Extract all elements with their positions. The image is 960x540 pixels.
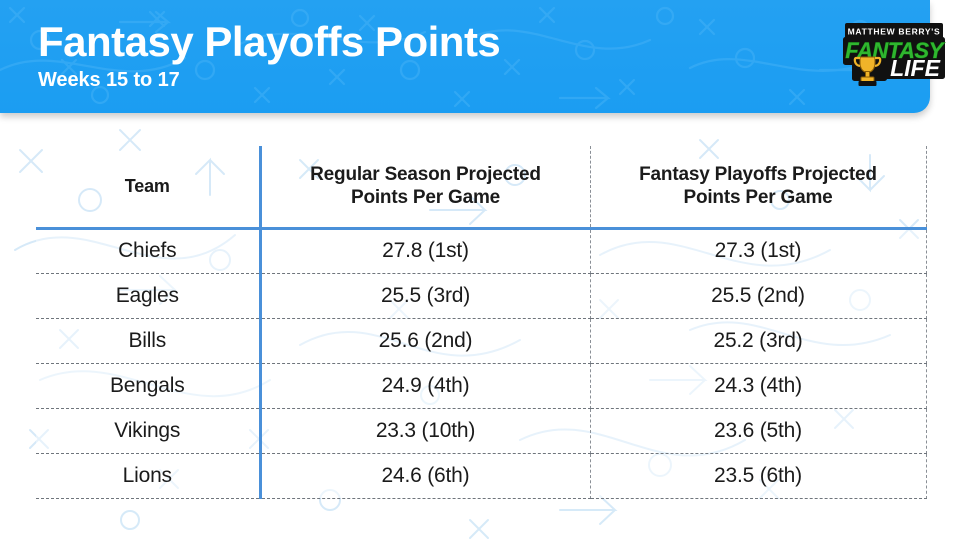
cell-team: Vikings	[36, 408, 262, 454]
column-header-playoffs-line2: Points Per Game	[683, 187, 833, 209]
cell-regular: 24.6 (6th)	[260, 453, 591, 499]
cell-regular: 25.5 (3rd)	[260, 273, 591, 319]
cell-playoffs: 23.6 (5th)	[590, 408, 927, 454]
cell-playoffs: 25.5 (2nd)	[590, 273, 927, 319]
header-banner: Fantasy Playoffs Points Weeks 15 to 17	[0, 0, 930, 113]
cell-playoffs: 24.3 (4th)	[590, 363, 927, 409]
cell-regular: 24.9 (4th)	[260, 363, 591, 409]
cell-playoffs: 23.5 (6th)	[590, 453, 927, 499]
table-row: Lions 24.6 (6th) 23.5 (6th)	[36, 453, 927, 499]
logo-line-matthew-berrys: MATTHEW BERRY'S	[848, 27, 941, 37]
column-header-team-label: Team	[124, 175, 170, 196]
table-row: Bengals 24.9 (4th) 24.3 (4th)	[36, 363, 927, 409]
page-subtitle: Weeks 15 to 17	[38, 69, 180, 91]
page-title: Fantasy Playoffs Points	[38, 18, 501, 65]
table-header-row: Team Regular Season Projected Points Per…	[36, 146, 927, 230]
cell-playoffs: 27.3 (1st)	[590, 228, 927, 274]
table-row: Chiefs 27.8 (1st) 27.3 (1st)	[36, 228, 927, 274]
cell-playoffs: 25.2 (3rd)	[590, 318, 927, 364]
cell-team: Chiefs	[36, 228, 262, 274]
column-header-regular-season: Regular Season Projected Points Per Game	[260, 146, 591, 230]
cell-regular: 23.3 (10th)	[260, 408, 591, 454]
fantasy-life-logo[interactable]: MATTHEW BERRY'S FANTASY LIFE	[842, 18, 946, 92]
logo-line-life: LIFE	[890, 55, 940, 81]
column-header-team: Team	[36, 146, 262, 230]
table-body: Chiefs 27.8 (1st) 27.3 (1st) Eagles 25.5…	[36, 228, 927, 499]
table-row: Bills 25.6 (2nd) 25.2 (3rd)	[36, 318, 927, 364]
column-header-playoffs: Fantasy Playoffs Projected Points Per Ga…	[590, 146, 927, 230]
cell-team: Bills	[36, 318, 262, 364]
cell-team: Eagles	[36, 273, 262, 319]
points-table-wrap: Team Regular Season Projected Points Per…	[36, 146, 927, 499]
header-text-block: Fantasy Playoffs Points Weeks 15 to 17	[38, 17, 501, 92]
cell-regular: 27.8 (1st)	[260, 228, 591, 274]
table-head: Team Regular Season Projected Points Per…	[36, 146, 927, 230]
points-table: Team Regular Season Projected Points Per…	[36, 146, 927, 499]
table-row: Vikings 23.3 (10th) 23.6 (5th)	[36, 408, 927, 454]
cell-regular: 25.6 (2nd)	[260, 318, 591, 364]
column-header-regular-line1: Regular Season Projected	[310, 164, 541, 186]
table-row: Eagles 25.5 (3rd) 25.5 (2nd)	[36, 273, 927, 319]
cell-team: Bengals	[36, 363, 262, 409]
column-header-regular-line2: Points Per Game	[350, 187, 501, 209]
cell-team: Lions	[36, 453, 262, 499]
column-header-playoffs-line1: Fantasy Playoffs Projected	[639, 164, 877, 186]
